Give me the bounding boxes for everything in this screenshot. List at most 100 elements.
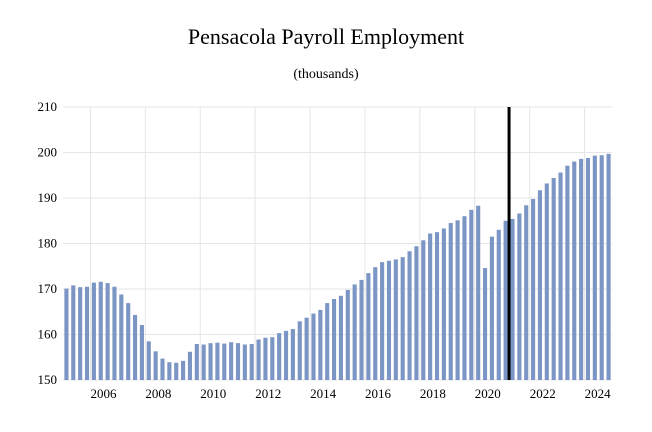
bar — [318, 309, 323, 380]
x-tick-label: 2008 — [145, 386, 171, 401]
x-tick-label: 2022 — [530, 386, 556, 401]
bar — [537, 190, 542, 380]
y-tick-label: 170 — [38, 281, 58, 296]
chart-subtitle: (thousands) — [293, 67, 359, 82]
bar — [311, 313, 316, 380]
bar — [146, 341, 151, 380]
bar — [91, 282, 96, 380]
bar — [139, 324, 144, 380]
bar — [585, 157, 591, 380]
y-tick-label: 160 — [38, 327, 58, 342]
x-axis: 2006 2008 2010 2012 2014 2016 2018 2020 2022 2024 — [90, 386, 611, 401]
bar — [469, 209, 474, 380]
bar — [579, 158, 584, 380]
bar — [133, 314, 138, 380]
bar — [407, 251, 412, 380]
bar — [263, 337, 268, 380]
bar — [434, 232, 440, 381]
bar — [208, 343, 213, 380]
bar — [194, 344, 199, 380]
x-tick-label: 2006 — [90, 386, 117, 401]
bar — [242, 344, 247, 380]
bar — [558, 172, 563, 380]
bar — [572, 161, 577, 380]
bar — [544, 183, 549, 380]
bar — [332, 299, 337, 380]
bar — [373, 267, 378, 380]
bar — [126, 303, 131, 380]
bar — [119, 294, 124, 380]
bar — [455, 220, 460, 380]
x-tick-label: 2018 — [420, 386, 446, 401]
bar — [153, 351, 158, 380]
y-tick-label: 190 — [38, 190, 58, 205]
bar — [201, 344, 206, 380]
bar — [489, 236, 494, 380]
bar — [592, 155, 597, 380]
bar — [249, 344, 254, 380]
gridlines — [63, 106, 612, 381]
bar — [352, 284, 357, 380]
bar — [393, 259, 398, 380]
bar — [112, 286, 117, 380]
bar — [510, 218, 515, 380]
bar — [606, 153, 611, 380]
bar — [71, 285, 76, 380]
bar — [229, 342, 234, 380]
bar — [380, 262, 385, 380]
bar — [496, 229, 501, 380]
bar — [462, 216, 467, 380]
bar — [476, 205, 481, 380]
bar — [187, 351, 193, 380]
bar — [304, 317, 309, 380]
bar — [215, 342, 220, 380]
y-tick-label: 200 — [38, 145, 58, 160]
bars — [64, 153, 611, 381]
bar — [283, 330, 289, 380]
bar — [270, 337, 275, 380]
bar — [64, 288, 69, 380]
bar — [565, 165, 570, 380]
x-tick-label: 2012 — [255, 386, 281, 401]
bar — [277, 333, 282, 380]
chart-title: Pensacola Payroll Employment — [187, 24, 465, 49]
bar — [297, 321, 302, 380]
x-tick-label: 2010 — [200, 386, 226, 401]
bar — [517, 213, 522, 380]
y-axis: 150 160 170 180 190 200 210 — [38, 99, 58, 387]
bar — [448, 223, 453, 380]
bar — [400, 257, 405, 380]
bar — [98, 281, 103, 380]
bar — [325, 303, 330, 380]
x-tick-label: 2020 — [475, 386, 501, 401]
bar — [551, 177, 556, 380]
bar — [599, 155, 604, 380]
bar — [441, 228, 446, 380]
bar — [386, 260, 392, 380]
bar — [531, 198, 536, 380]
bar — [290, 329, 295, 380]
bar — [421, 240, 426, 380]
y-tick-label: 210 — [38, 99, 58, 114]
bar — [359, 279, 364, 380]
bar — [181, 360, 186, 380]
bar — [366, 273, 371, 380]
bar — [222, 343, 227, 380]
bar — [235, 343, 241, 380]
bar — [428, 233, 433, 380]
bar — [482, 268, 488, 380]
bar — [524, 205, 529, 380]
bar — [414, 246, 419, 380]
y-tick-label: 150 — [38, 372, 58, 387]
bar — [84, 286, 90, 380]
bar — [105, 283, 110, 380]
x-tick-label: 2016 — [365, 386, 392, 401]
x-tick-label: 2024 — [585, 386, 612, 401]
bar — [160, 358, 165, 380]
bar — [256, 339, 261, 380]
bar — [174, 362, 179, 380]
y-tick-label: 180 — [38, 236, 58, 251]
bar — [503, 220, 508, 380]
bar — [78, 287, 83, 380]
